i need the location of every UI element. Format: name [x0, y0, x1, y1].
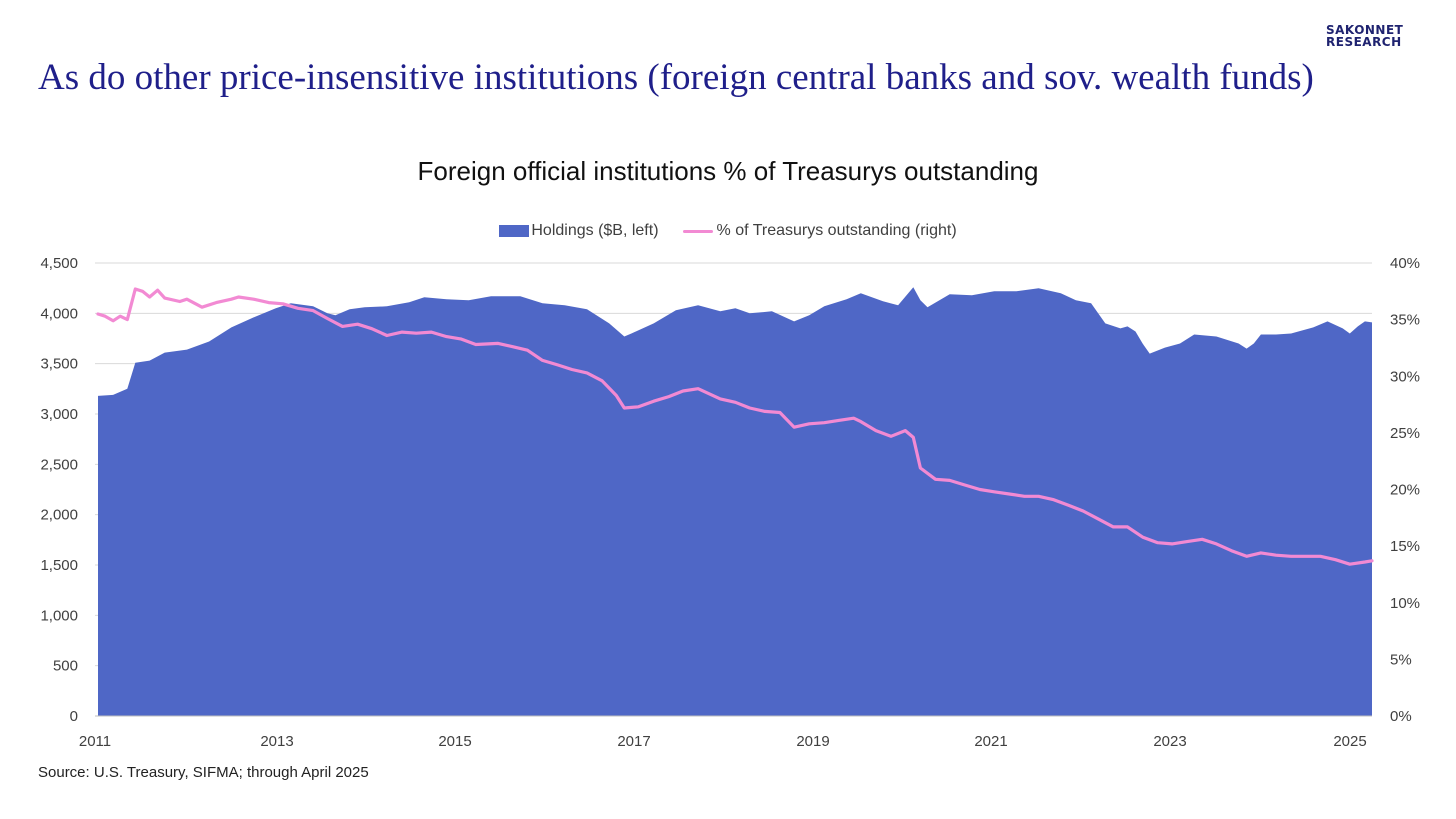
x-tick-label: 2013: [260, 733, 293, 750]
legend-item-pct: % of Treasurys outstanding (right): [682, 222, 957, 240]
legend-label-holdings: Holdings ($B, left): [531, 222, 659, 239]
legend-item-holdings: Holdings ($B, left): [499, 222, 659, 240]
y-right-tick-label: 10%: [1390, 595, 1420, 612]
x-tick-label: 2011: [79, 733, 111, 750]
x-tick-label: 2015: [438, 733, 471, 750]
y-right-tick-label: 30%: [1390, 368, 1420, 385]
y-right-tick-label: 35%: [1390, 312, 1420, 329]
y-left-tick-label: 500: [53, 658, 78, 675]
y-left-tick-label: 3,000: [40, 406, 78, 423]
chart-title: Foreign official institutions % of Treas…: [417, 156, 1039, 186]
x-tick-label: 2025: [1333, 733, 1366, 750]
y-right-tick-label: 20%: [1390, 482, 1420, 499]
y-left-tick-label: 4,500: [40, 255, 78, 272]
legend-swatch-pct: [682, 229, 713, 233]
y-left-tick-label: 1,500: [40, 557, 78, 574]
x-tick-label: 2019: [796, 733, 829, 750]
y-left-tick-label: 4,000: [40, 305, 78, 322]
chart-legend: Holdings ($B, left) % of Treasurys outst…: [0, 222, 1456, 240]
y-right-tick-label: 0%: [1390, 708, 1412, 725]
pct-outstanding-line: [96, 287, 1374, 566]
source-note: Source: U.S. Treasury, SIFMA; through Ap…: [38, 764, 369, 781]
brand-logo-line2: RESEARCH: [1326, 35, 1402, 49]
x-tick-label: 2017: [617, 733, 650, 750]
holdings-area: [98, 287, 1372, 716]
y-left-tick-label: 2,500: [40, 456, 78, 473]
y-right-tick-label: 40%: [1390, 255, 1420, 272]
legend-swatch-holdings: [499, 225, 530, 237]
y-left-tick-label: 2,000: [40, 507, 78, 524]
brand-logo: SAKONNET RESEARCH: [1326, 24, 1426, 48]
x-tick-label: 2023: [1153, 733, 1186, 750]
y-left-tick-label: 0: [70, 708, 78, 725]
slide-title: As do other price-insensitive institutio…: [38, 57, 1314, 98]
y-right-tick-label: 15%: [1390, 538, 1420, 555]
y-right-tick-label: 25%: [1390, 425, 1420, 442]
y-right-tick-label: 5%: [1390, 651, 1412, 668]
x-tick-label: 2021: [974, 733, 1007, 750]
y-left-tick-label: 1,000: [40, 607, 78, 624]
legend-label-pct: % of Treasurys outstanding (right): [716, 222, 957, 239]
y-left-tick-label: 3,500: [40, 356, 78, 373]
brand-logo-line1: SAKONNET: [1326, 23, 1404, 37]
